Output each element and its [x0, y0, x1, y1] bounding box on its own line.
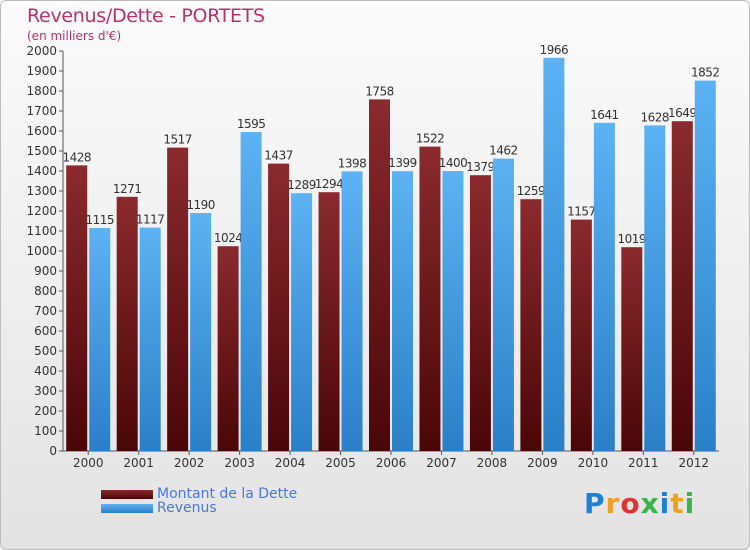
bar-revenus [392, 171, 413, 451]
y-tick-label: 1200 [26, 204, 57, 218]
data-label-revenus: 1289 [287, 178, 316, 192]
y-tick-label: 700 [34, 304, 57, 318]
data-label-dette: 1437 [264, 149, 293, 163]
bar-dette [419, 146, 441, 451]
y-tick-label: 1800 [26, 84, 57, 98]
legend-swatch-dette [101, 490, 153, 499]
bar-revenus [492, 158, 514, 451]
y-tick-label: 1900 [26, 64, 57, 78]
y-tick-label: 100 [34, 424, 57, 438]
y-tick-label: 2000 [26, 44, 57, 58]
data-label-revenus: 1462 [489, 144, 518, 158]
y-tick-label: 1000 [26, 244, 57, 258]
data-label-dette: 1517 [163, 133, 192, 147]
chart-subtitle: (en milliers d'€) [27, 29, 122, 43]
bar-revenus [593, 122, 615, 452]
bar-revenus [644, 125, 666, 452]
data-label-revenus: 1400 [439, 156, 468, 170]
bar-dette [671, 121, 693, 451]
y-tick-label: 1500 [26, 144, 57, 158]
data-label-dette: 1649 [668, 106, 697, 120]
bar-revenus [190, 213, 212, 451]
bar-revenus [442, 171, 464, 451]
y-tick-label: 1100 [26, 224, 57, 238]
bar-revenus [543, 57, 565, 452]
x-tick-label: 2001 [123, 456, 154, 470]
y-tick-label: 500 [34, 344, 57, 358]
bar-dette [116, 196, 138, 451]
data-label-dette: 1758 [365, 84, 394, 98]
bar-revenus [240, 132, 262, 451]
y-tick-label: 600 [34, 324, 57, 338]
data-label-dette: 1271 [113, 182, 142, 196]
legend-label-revenus: Revenus [157, 500, 217, 516]
bar-dette [469, 175, 491, 451]
bar-revenus [341, 171, 363, 451]
data-label-revenus: 1115 [85, 213, 114, 227]
y-tick-label: 800 [34, 284, 57, 298]
x-tick-label: 2005 [325, 456, 356, 470]
data-label-revenus: 1190 [186, 198, 215, 212]
y-tick-label: 1700 [26, 104, 57, 118]
y-tick-label: 300 [34, 384, 57, 398]
x-tick-label: 2007 [426, 456, 457, 470]
data-label-dette: 1379 [466, 160, 495, 174]
bar-dette [621, 247, 643, 451]
bar-dette [520, 199, 542, 451]
bar-dette [66, 165, 88, 451]
data-label-revenus: 1628 [641, 110, 670, 124]
data-label-dette: 1428 [62, 150, 91, 164]
y-tick-label: 200 [34, 404, 57, 418]
bar-revenus [89, 228, 111, 451]
x-tick-label: 2006 [376, 456, 407, 470]
y-tick-label: 900 [34, 264, 57, 278]
data-label-dette: 1024 [214, 231, 243, 245]
chart-title: Revenus/Dette - PORTETS [27, 5, 265, 27]
data-label-dette: 1157 [567, 205, 596, 219]
y-tick-label: 1600 [26, 124, 57, 138]
bar-revenus [139, 227, 161, 451]
data-label-revenus: 1398 [338, 156, 367, 170]
bar-dette [268, 163, 290, 451]
bar-dette [318, 192, 340, 451]
data-label-dette: 1294 [315, 177, 344, 191]
x-tick-label: 2009 [527, 456, 558, 470]
data-label-dette: 1259 [517, 184, 546, 198]
y-tick-label: 400 [34, 364, 57, 378]
data-label-revenus: 1595 [237, 117, 266, 131]
x-tick-label: 2004 [275, 456, 306, 470]
bar-dette [167, 147, 189, 451]
legend-label-dette: Montant de la Dette [157, 486, 298, 502]
bar-revenus [291, 193, 313, 451]
data-label-dette: 1522 [416, 132, 445, 146]
x-tick-label: 2002 [174, 456, 205, 470]
data-label-dette: 1019 [618, 232, 647, 246]
y-tick-label: 1300 [26, 184, 57, 198]
x-tick-label: 2011 [628, 456, 659, 470]
proxiti-logo: Proxiti [584, 487, 696, 520]
bar-dette [217, 246, 239, 451]
bar-dette [570, 219, 592, 451]
data-label-revenus: 1117 [136, 213, 165, 227]
legend-swatch-revenus [101, 504, 153, 513]
bar-dette [369, 99, 390, 452]
x-tick-label: 2003 [224, 456, 255, 470]
data-label-revenus: 1852 [691, 66, 720, 80]
data-label-revenus: 1399 [388, 156, 417, 170]
x-tick-label: 2000 [73, 456, 104, 470]
x-tick-label: 2012 [678, 456, 709, 470]
x-tick-label: 2010 [578, 456, 609, 470]
x-tick-label: 2008 [477, 456, 508, 470]
data-label-revenus: 1641 [590, 108, 619, 122]
bar-revenus [694, 80, 716, 451]
y-tick-label: 0 [49, 444, 57, 458]
y-tick-label: 1400 [26, 164, 57, 178]
data-label-revenus: 1966 [540, 43, 569, 57]
